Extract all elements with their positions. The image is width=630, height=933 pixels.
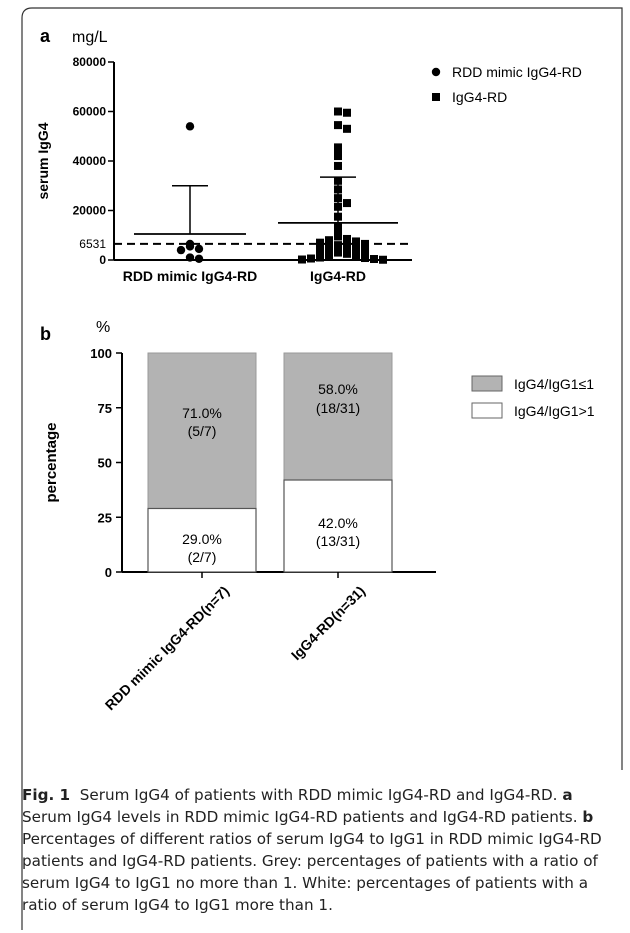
panel-b-legend-swatch bbox=[471, 402, 503, 419]
panel-a-point-circle bbox=[185, 253, 195, 262]
caption-fig-label: Fig. 1 bbox=[22, 786, 71, 804]
panel-b-bar-label-pct: 42.0% bbox=[318, 515, 358, 531]
panel-b-legend-label: IgG4/IgG1≤1 bbox=[514, 376, 594, 392]
panel-a-point-square bbox=[334, 107, 342, 116]
panel-a-point-square bbox=[334, 121, 342, 130]
panel-b-bar-label-pct: 58.0% bbox=[318, 381, 358, 397]
panel-a-ytick-label: 80000 bbox=[73, 55, 107, 69]
panel-a-point-square bbox=[325, 251, 333, 260]
panel-b-bar-label-pct: 29.0% bbox=[182, 531, 222, 547]
panel-a-point-square bbox=[343, 124, 351, 133]
panel-a-point-square bbox=[334, 212, 342, 221]
panel-a-point-square bbox=[325, 236, 333, 245]
panel-a-legend-marker-square bbox=[432, 93, 440, 101]
panel-a-point-square bbox=[334, 161, 342, 170]
chart-a-serum-igg4: a mg/L serum IgG4 0 20000 40000 60000 80000 6531… bbox=[35, 26, 582, 284]
panel-a-point-square bbox=[334, 147, 342, 156]
panel-a-point-square bbox=[298, 255, 306, 264]
panel-b-bar-label-count: (5/7) bbox=[188, 423, 217, 439]
figure-caption: Fig. 1 Serum IgG4 of patients with RDD m… bbox=[22, 784, 618, 916]
panel-b-bar-label-pct: 71.0% bbox=[182, 405, 222, 421]
panel-a-point-square bbox=[334, 194, 342, 203]
panel-a-point-square bbox=[316, 246, 324, 255]
panel-a-point-circle bbox=[194, 254, 204, 263]
panel-a-point-square bbox=[343, 249, 351, 258]
panel-a-ylabel: serum IgG4 bbox=[35, 122, 51, 199]
panel-b-bar-label-count: (13/31) bbox=[316, 533, 360, 549]
panel-b-category-label: RDD mimic IgG4-RD(n=7) bbox=[102, 583, 232, 713]
panel-b-legend-swatch bbox=[471, 375, 503, 392]
panel-a-point-square bbox=[361, 254, 369, 263]
panel-a-point-square bbox=[334, 185, 342, 194]
panel-a-ytick-label: 0 bbox=[99, 253, 106, 267]
panel-a-ytick-label: 20000 bbox=[73, 204, 107, 218]
panel-a-point-square bbox=[325, 243, 333, 252]
panel-b-letter: b bbox=[40, 324, 51, 344]
panel-b-bar-grey bbox=[283, 352, 393, 481]
panel-a-point-square bbox=[343, 108, 351, 117]
panel-a-point-square bbox=[334, 152, 342, 161]
panel-a-ytick-label: 40000 bbox=[73, 154, 107, 168]
caption-title: Serum IgG4 of patients with RDD mimic Ig… bbox=[79, 786, 558, 804]
panel-a-point-square bbox=[361, 239, 369, 248]
panel-b-bar-label-count: (18/31) bbox=[316, 400, 360, 416]
panel-a-point-square bbox=[343, 242, 351, 251]
panel-a-point-circle bbox=[194, 244, 204, 254]
panel-a-point-square bbox=[334, 176, 342, 185]
panel-a-point-square bbox=[334, 241, 342, 250]
panel-b-ytick-label: 50 bbox=[98, 456, 112, 471]
panel-a-legend-label: RDD mimic IgG4-RD bbox=[452, 64, 582, 80]
caption-b-text: Percentages of different ratios of serum… bbox=[22, 830, 602, 914]
panel-a-point-square bbox=[334, 248, 342, 257]
panel-a-reference-label: 6531 bbox=[79, 237, 106, 251]
panel-b-legend-label: IgG4/IgG1>1 bbox=[514, 403, 595, 419]
panel-a-point-square bbox=[352, 237, 360, 246]
panel-a-point-circle bbox=[185, 122, 195, 131]
caption-b-label: b bbox=[582, 808, 594, 826]
panel-a-unit: mg/L bbox=[72, 29, 108, 46]
panel-b-ylabel: percentage bbox=[43, 422, 60, 502]
panel-a-point-square bbox=[316, 253, 324, 262]
panel-a-point-square bbox=[334, 202, 342, 211]
caption-a-label: a bbox=[562, 786, 573, 804]
panel-a-point-square bbox=[334, 222, 342, 231]
panel-b-unit: % bbox=[96, 319, 110, 336]
panel-b-bar-grey bbox=[147, 352, 257, 509]
panel-a-point-circle bbox=[185, 242, 195, 251]
panel-b-ytick-label: 25 bbox=[98, 510, 112, 525]
panel-b-ytick-label: 0 bbox=[105, 565, 112, 580]
panel-a-ytick-label: 60000 bbox=[73, 105, 107, 119]
panel-a-category-label: IgG4-RD bbox=[310, 268, 366, 284]
panel-a-point-square bbox=[379, 255, 387, 264]
panel-a-point-square bbox=[334, 232, 342, 241]
panel-a-letter: a bbox=[40, 26, 51, 46]
panel-a-point-circle bbox=[176, 245, 186, 255]
panel-a-point-square bbox=[316, 238, 324, 247]
panel-b-ytick-label: 100 bbox=[90, 346, 112, 361]
panel-a-point-square bbox=[361, 247, 369, 256]
panel-a-point-square bbox=[343, 199, 351, 208]
panel-a-point-square bbox=[343, 234, 351, 243]
panel-b-bar-label-count: (2/7) bbox=[188, 549, 217, 565]
panel-b-category-label: IgG4-RD(n=31) bbox=[288, 583, 368, 663]
panel-a-legend-marker-circle bbox=[431, 67, 441, 77]
chart-b-percentage: b % percentage 0 25 50 75 100 71.0% (5/7) 29.0% (2/… bbox=[40, 319, 595, 713]
panel-b-ytick-label: 75 bbox=[98, 401, 112, 416]
panel-a-category-label: RDD mimic IgG4-RD bbox=[123, 268, 258, 284]
panel-a-legend-label: IgG4-RD bbox=[452, 89, 507, 105]
panel-a-point-square bbox=[352, 252, 360, 261]
panel-a-point-square bbox=[307, 254, 315, 263]
caption-a-text: Serum IgG4 levels in RDD mimic IgG4-RD p… bbox=[22, 808, 578, 826]
panel-a-point-square bbox=[352, 244, 360, 253]
panel-a-point-square bbox=[370, 255, 378, 264]
